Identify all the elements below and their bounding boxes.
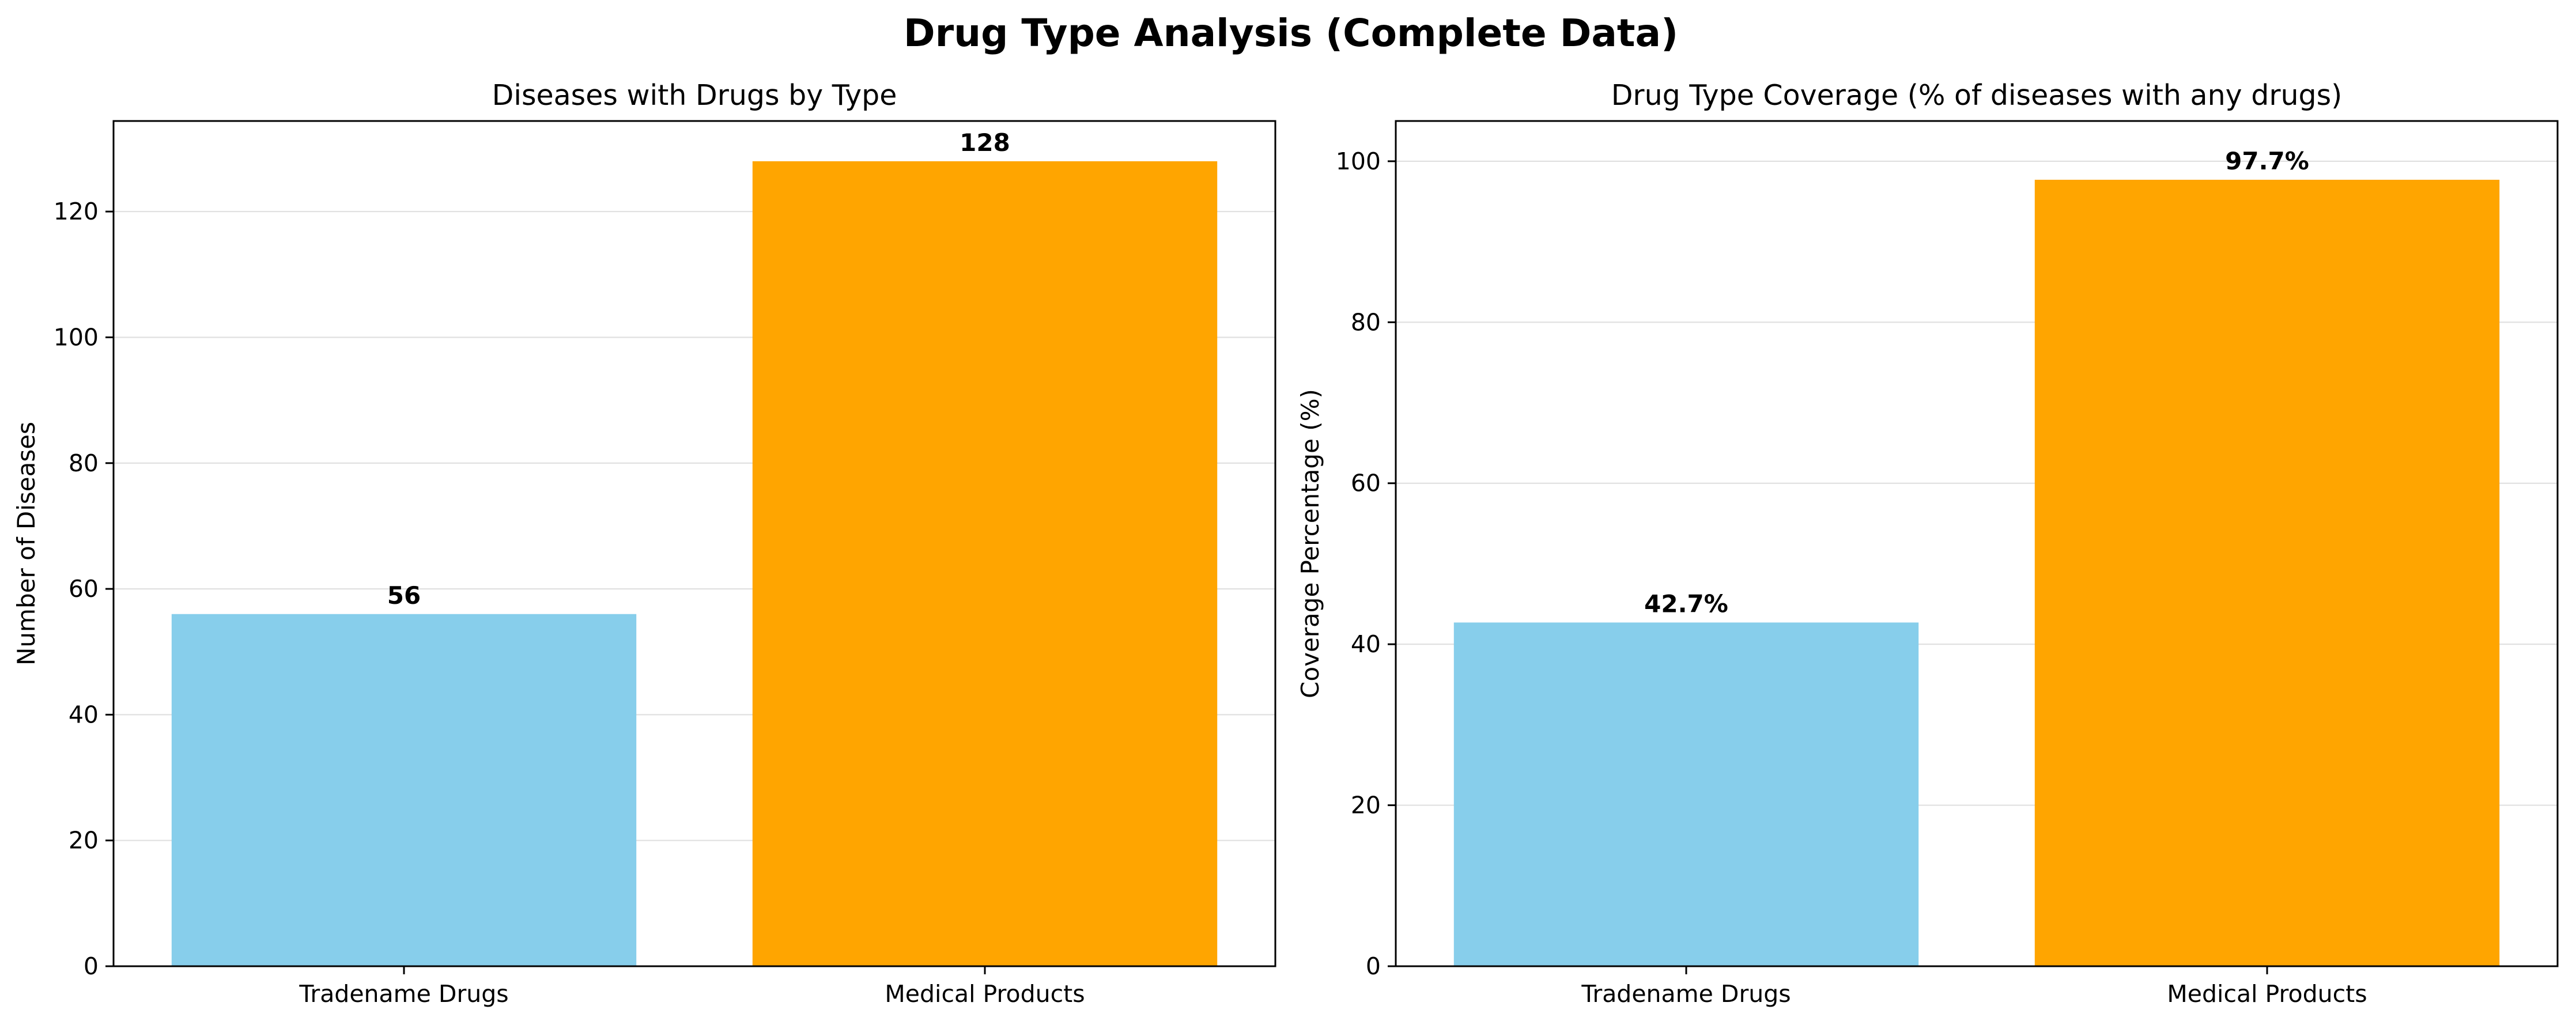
y-axis-ticks: 0 20 40 60 80 100 120 [54,198,114,980]
x-axis-ticks: Tradename Drugs Medical Products [1581,966,2367,1008]
y-tick-label: 60 [69,575,99,603]
bar-value-label: 56 [387,581,421,610]
bar-value-label: 42.7% [1644,589,1728,618]
bars [171,161,1218,966]
y-tick-label: 0 [1366,952,1381,980]
y-tick-label: 20 [69,827,99,854]
chart-diseases-by-type: 56 128 0 20 40 60 80 100 120 Tradename Drugs Med… [12,79,1276,1008]
x-tick-label: Medical Products [885,980,1085,1008]
y-tick-label: 20 [1351,792,1381,819]
y-tick-label: 80 [1351,308,1381,336]
x-tick-label: Tradename Drugs [299,980,508,1008]
bar [2034,179,2500,966]
bar [1453,622,1919,966]
bar [752,161,1218,966]
y-tick-label: 40 [1351,630,1381,658]
y-tick-label: 80 [69,449,99,477]
y-axis-label: Coverage Percentage (%) [1296,389,1324,698]
y-tick-label: 40 [69,701,99,728]
y-tick-label: 100 [54,323,99,351]
figure-title: Drug Type Analysis (Complete Data) [904,11,1678,55]
chart-title: Diseases with Drugs by Type [492,79,897,112]
x-tick-label: Tradename Drugs [1581,980,1791,1008]
bar-value-label: 97.7% [2225,147,2309,175]
y-tick-label: 60 [1351,470,1381,497]
bars [1453,179,2500,966]
plot-frame [112,120,1276,967]
bar [171,614,637,966]
chart-title: Drug Type Coverage (% of diseases with a… [1611,79,2343,112]
y-axis-label: Number of Diseases [12,422,40,665]
y-tick-label: 120 [54,198,99,225]
chart-drug-type-coverage: 42.7% 97.7% 0 20 40 60 80 100 Tradename Drugs M… [1296,79,2559,1008]
x-axis-ticks: Tradename Drugs Medical Products [299,966,1085,1008]
y-tick-label: 100 [1336,147,1381,175]
bar-value-label: 128 [960,128,1010,157]
bar-value-labels: 42.7% 97.7% [1644,147,2309,618]
x-tick-label: Medical Products [2167,980,2367,1008]
plot-frame [1395,120,2559,967]
y-tick-label: 0 [84,952,99,980]
y-axis-ticks: 0 20 40 60 80 100 [1336,147,1396,980]
bar-value-labels: 56 128 [387,128,1010,610]
